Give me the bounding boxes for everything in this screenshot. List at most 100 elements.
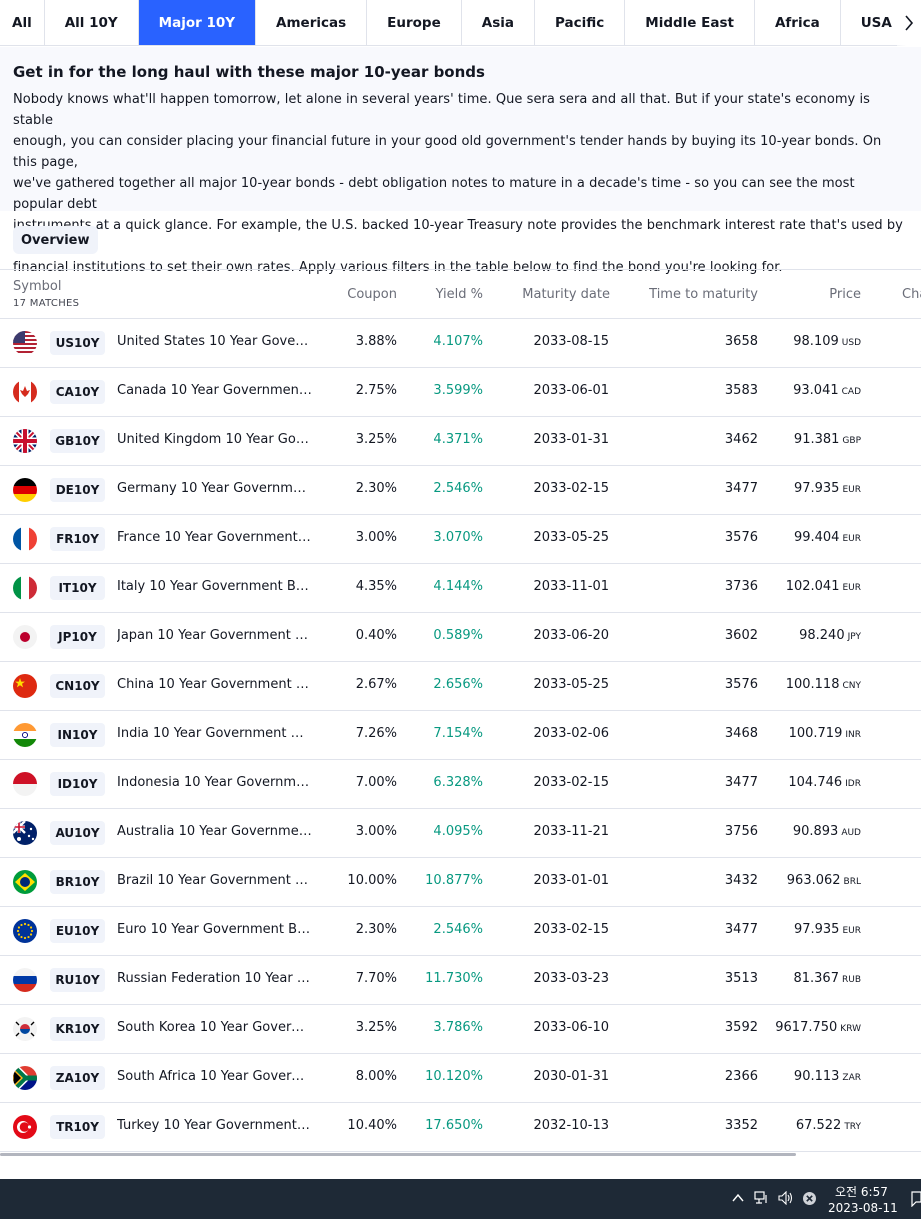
network-icon[interactable] [754, 1191, 770, 1205]
ticker-badge[interactable]: ZA10Y [50, 1066, 105, 1090]
ticker-badge[interactable]: FR10Y [50, 527, 105, 551]
table-row[interactable]: US10Y United States 10 Year Government B… [0, 319, 921, 368]
clock-time[interactable]: 오전 6:57 [835, 1185, 888, 1199]
table-header: Symbol 17 MATCHES Coupon Yield % Maturit… [0, 269, 921, 319]
chevron-up-icon[interactable] [732, 1193, 744, 1203]
table-row[interactable]: RU10Y Russian Federation 10 Year Governm… [0, 956, 921, 1005]
bond-name[interactable]: United States 10 Year Government Bonds Y… [117, 334, 312, 349]
tab-major-10y[interactable]: Major 10Y [138, 0, 257, 45]
bond-name[interactable]: United Kingdom 10 Year Government Bonds … [117, 432, 312, 447]
header-maturity[interactable]: Maturity date [522, 287, 610, 302]
bond-name[interactable]: Indonesia 10 Year Government Bonds Yield [117, 775, 312, 790]
table-row[interactable]: CN10Y China 10 Year Government Bonds Yie… [0, 662, 921, 711]
header-price[interactable]: Price [829, 287, 861, 302]
tab-all-10y[interactable]: All 10Y [45, 0, 139, 45]
bond-name[interactable]: Russian Federation 10 Year Government Bo… [117, 971, 312, 986]
table-row[interactable]: AU10Y Australia 10 Year Government Bonds… [0, 809, 921, 858]
tab-middle-east[interactable]: Middle East [625, 0, 755, 45]
ticker-badge[interactable]: RU10Y [50, 968, 105, 992]
bond-name[interactable]: Turkey 10 Year Government Bonds Yield [117, 1118, 312, 1133]
coupon-value: 10.40% [347, 1118, 397, 1133]
ticker-badge[interactable]: IT10Y [50, 576, 105, 600]
table-row[interactable]: IN10Y India 10 Year Government Bonds Yie… [0, 711, 921, 760]
header-time-to-maturity[interactable]: Time to maturity [649, 287, 758, 302]
tab-europe[interactable]: Europe [367, 0, 462, 45]
clock-date[interactable]: 2023-08-11 [828, 1201, 898, 1215]
ticker-badge[interactable]: GB10Y [50, 429, 105, 453]
jp-flag-icon [13, 625, 37, 649]
ticker-badge[interactable]: TR10Y [50, 1115, 105, 1139]
table-row[interactable]: DE10Y Germany 10 Year Government Bonds Y… [0, 466, 921, 515]
table-row[interactable]: GB10Y United Kingdom 10 Year Government … [0, 417, 921, 466]
table-row[interactable]: ID10Y Indonesia 10 Year Government Bonds… [0, 760, 921, 809]
price-value: 93.041 CAD [793, 383, 861, 398]
table-row[interactable]: ZA10Y South Africa 10 Year Government Bo… [0, 1054, 921, 1103]
coupon-value: 7.00% [355, 775, 397, 790]
currency-code: EUR [842, 485, 861, 495]
tab-pacific[interactable]: Pacific [535, 0, 626, 45]
ticker-badge[interactable]: BR10Y [50, 870, 105, 894]
header-yield[interactable]: Yield % [435, 287, 483, 302]
bond-name[interactable]: Japan 10 Year Government Bonds Yield [117, 628, 312, 643]
notification-icon[interactable] [911, 1191, 921, 1207]
overview-tab[interactable]: Overview [13, 226, 98, 254]
ticker-badge[interactable]: IN10Y [50, 723, 105, 747]
tab-all[interactable]: All [0, 0, 45, 45]
ticker-badge[interactable]: KR10Y [50, 1017, 105, 1041]
maturity-date: 2033-02-15 [533, 775, 609, 790]
bond-name[interactable]: Germany 10 Year Government Bonds Yield [117, 481, 312, 496]
bond-name[interactable]: Euro 10 Year Government Bonds Yield [117, 922, 312, 937]
bond-name[interactable]: India 10 Year Government Bonds Yield [117, 726, 312, 741]
ticker-badge[interactable]: JP10Y [50, 625, 105, 649]
currency-code: AUD [841, 828, 861, 838]
time-to-maturity: 3432 [724, 873, 758, 888]
za-flag-icon [13, 1066, 37, 1090]
coupon-value: 7.70% [355, 971, 397, 986]
price-value: 102.041 EUR [785, 579, 861, 594]
currency-code: EUR [842, 926, 861, 936]
tabs-next-button[interactable] [897, 0, 921, 46]
coupon-value: 3.25% [355, 1020, 397, 1035]
table-row[interactable]: TR10Y Turkey 10 Year Government Bonds Yi… [0, 1103, 921, 1152]
ticker-badge[interactable]: AU10Y [50, 821, 105, 845]
bond-name[interactable]: China 10 Year Government Bonds Yield [117, 677, 312, 692]
bond-name[interactable]: Canada 10 Year Government Bonds Yield [117, 383, 312, 398]
horizontal-scrollbar[interactable] [0, 1153, 796, 1156]
maturity-date: 2033-02-15 [533, 922, 609, 937]
table-row[interactable]: KR10Y South Korea 10 Year Government Bon… [0, 1005, 921, 1054]
table-row[interactable]: JP10Y Japan 10 Year Government Bonds Yie… [0, 613, 921, 662]
tab-africa[interactable]: Africa [755, 0, 841, 45]
ticker-badge[interactable]: DE10Y [50, 478, 105, 502]
table-row[interactable]: CA10Y Canada 10 Year Government Bonds Yi… [0, 368, 921, 417]
coupon-value: 3.00% [355, 530, 397, 545]
error-icon[interactable] [802, 1191, 817, 1206]
chevron-right-icon [905, 15, 914, 31]
header-symbol[interactable]: Symbol [13, 279, 62, 294]
price-value: 90.893 AUD [792, 824, 861, 839]
bond-name[interactable]: South Africa 10 Year Government Bonds Yi… [117, 1069, 312, 1084]
time-to-maturity: 3756 [724, 824, 758, 839]
bond-name[interactable]: South Korea 10 Year Government Bonds Yie… [117, 1020, 312, 1035]
header-coupon[interactable]: Coupon [347, 287, 397, 302]
tab-asia[interactable]: Asia [462, 0, 535, 45]
time-to-maturity: 3352 [724, 1118, 758, 1133]
table-row[interactable]: BR10Y Brazil 10 Year Government Bonds Yi… [0, 858, 921, 907]
bond-name[interactable]: Australia 10 Year Government Bonds Yield [117, 824, 312, 839]
tab-americas[interactable]: Americas [256, 0, 368, 45]
volume-icon[interactable] [778, 1191, 794, 1205]
currency-code: GBP [842, 436, 861, 446]
ticker-badge[interactable]: CN10Y [50, 674, 105, 698]
bond-name[interactable]: Italy 10 Year Government Bonds Yield [117, 579, 312, 594]
table-row[interactable]: FR10Y France 10 Year Government Bonds Yi… [0, 515, 921, 564]
ticker-badge[interactable]: EU10Y [50, 919, 105, 943]
ticker-badge[interactable]: ID10Y [50, 772, 105, 796]
ticker-badge[interactable]: CA10Y [50, 380, 105, 404]
header-change[interactable]: Cha [902, 287, 921, 302]
bond-name[interactable]: Brazil 10 Year Government Bonds Yield [117, 873, 312, 888]
table-row[interactable]: IT10Y Italy 10 Year Government Bonds Yie… [0, 564, 921, 613]
table-row[interactable]: EU10Y Euro 10 Year Government Bonds Yiel… [0, 907, 921, 956]
bond-name[interactable]: France 10 Year Government Bonds Yield [117, 530, 312, 545]
ticker-badge[interactable]: US10Y [50, 331, 105, 355]
maturity-date: 2033-01-01 [533, 873, 609, 888]
au-flag-icon [13, 821, 37, 845]
